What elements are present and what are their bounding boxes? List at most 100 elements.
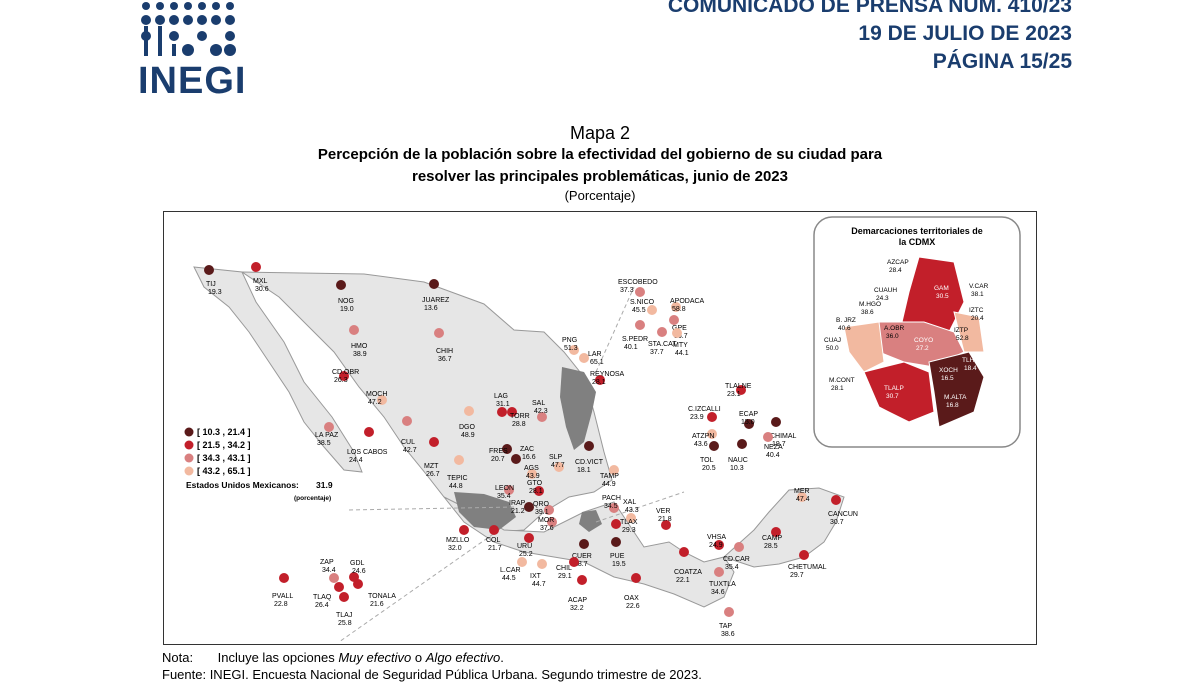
city-marker-l-car <box>517 557 527 567</box>
city-marker-atzpn <box>707 429 717 439</box>
city-value-label: 15.0 <box>741 419 755 426</box>
city-value-label: 44.7 <box>532 581 546 588</box>
city-name-label: APODACA <box>670 298 705 305</box>
city-name-label: TUXTLA <box>709 581 736 588</box>
city-value-label: 42.3 <box>534 408 548 415</box>
city-name-label: MER <box>794 488 810 495</box>
city-value-label: 44.8 <box>449 483 463 490</box>
city-value-label: 43.3 <box>625 507 639 514</box>
inset-name-label: AZCAP <box>887 259 909 266</box>
city-marker-lar <box>579 353 589 363</box>
city-name-label: MZLLO <box>446 537 470 544</box>
national-unit: (porcentaje) <box>294 495 331 502</box>
city-value-label: 48.9 <box>461 432 475 439</box>
inset-name-label: TLALP <box>884 385 904 392</box>
inset-labels: AZCAP28.4GAM30.5CUAUH24.3V.CAR38.1M.HGO3… <box>824 259 989 409</box>
city-marker-zac <box>511 454 521 464</box>
city-name-label: STA.CAT <box>648 341 677 348</box>
press-number: COMUNICADO DE PRENSA NÚM. 410/23 <box>667 0 1072 17</box>
figure-label: Mapa 2 <box>569 123 631 143</box>
city-marker-chimal <box>771 417 781 427</box>
inset-name-label: COYO <box>914 337 933 344</box>
inset-name-label: XOCH <box>939 367 958 374</box>
inset-value-label: 28.4 <box>889 267 902 274</box>
inset-name-label: CUAUH <box>874 287 897 294</box>
city-marker-qro <box>544 505 554 515</box>
city-marker-cd-car <box>734 542 744 552</box>
city-value-label: 18.7 <box>574 561 588 568</box>
city-marker-oax <box>631 573 641 583</box>
city-value-label: 51.3 <box>564 345 578 352</box>
city-value-label: 26.7 <box>426 471 440 478</box>
city-marker-chetumal <box>799 550 809 560</box>
city-value-label: 21.8 <box>658 516 672 523</box>
city-value-label: 21.2 <box>511 508 525 515</box>
city-name-label: AGS <box>524 465 539 472</box>
inset-name-label: B. JRZ <box>836 317 856 324</box>
city-value-label: 22.6 <box>626 603 640 610</box>
city-marker-la-paz <box>324 422 334 432</box>
city-name-label: CUL <box>401 439 415 446</box>
city-marker-mzt <box>429 437 439 447</box>
city-name-label: CAMP <box>762 535 783 542</box>
city-marker-ecap <box>744 419 754 429</box>
baja-california <box>193 266 363 473</box>
city-value-label: 21.6 <box>370 601 384 608</box>
logo-text: INEGI <box>138 60 247 102</box>
city-marker-nauc <box>737 439 747 449</box>
inset-value-label: 20.4 <box>971 315 984 322</box>
city-value-label: 28.1 <box>529 488 543 495</box>
city-marker-tij <box>204 265 214 275</box>
city-value-label: 10.3 <box>730 465 744 472</box>
city-marker-cd-obr <box>339 371 349 381</box>
inset-value-label: 18.4 <box>964 365 977 372</box>
city-value-label: 25.2 <box>519 551 533 558</box>
city-marker-fres <box>502 444 512 454</box>
city-name-label: PUE <box>610 553 625 560</box>
city-name-label: URU <box>517 543 532 550</box>
city-marker-juarez <box>429 279 439 289</box>
city-marker-ags <box>527 469 537 479</box>
city-value-label: 24.4 <box>349 457 363 464</box>
city-name-label: TLAJ <box>336 612 352 619</box>
city-marker-leon <box>504 485 514 495</box>
jalisco-highlight <box>454 492 516 530</box>
city-name-label: CHIL <box>556 565 572 572</box>
press-page: PÁGINA 15/25 <box>932 50 1072 73</box>
city-name-label: NEZA <box>764 444 783 451</box>
city-marker-moch <box>377 395 387 405</box>
city-name-label: CHETUMAL <box>788 564 827 571</box>
city-name-label: ESCOBEDO <box>618 279 658 286</box>
city-marker-mzllo <box>459 525 469 535</box>
city-name-label: PNG <box>562 337 577 344</box>
city-name-label: OAX <box>624 595 639 602</box>
national-value: 31.9 <box>316 480 333 490</box>
city-marker-tamp <box>609 465 619 475</box>
city-name-label: COL <box>486 537 501 544</box>
city-name-label: IRAP <box>509 500 526 507</box>
yucatan <box>723 487 845 568</box>
city-name-label: PVALL <box>272 593 293 600</box>
figure-unit: (Porcentaje) <box>564 188 636 203</box>
city-value-label: 29.1 <box>558 573 572 580</box>
city-value-label: 47.4 <box>796 496 810 503</box>
city-name-label: MXL <box>253 278 268 285</box>
city-marker-gpe <box>669 315 679 325</box>
city-name-label: SAL <box>532 400 545 407</box>
city-name-label: LAR <box>588 351 602 358</box>
city-name-label: NAUC <box>728 457 748 464</box>
city-marker-escobedo <box>635 287 645 297</box>
city-value-label: 65.1 <box>590 359 604 366</box>
city-name-label: TEPIC <box>447 475 468 482</box>
city-name-label: JUAREZ <box>422 297 450 304</box>
city-value-label: 32.2 <box>570 605 584 612</box>
city-marker-tlaj <box>339 592 349 602</box>
city-marker-cuer <box>579 539 589 549</box>
city-name-label: CHIMAL <box>770 433 797 440</box>
inset-value-label: 40.6 <box>838 325 851 332</box>
city-name-label: TONALA <box>368 593 396 600</box>
city-value-label: 21.7 <box>488 545 502 552</box>
source-note: Fuente: INEGI. Encuesta Nacional de Segu… <box>162 667 702 682</box>
mainland-south <box>443 496 735 608</box>
